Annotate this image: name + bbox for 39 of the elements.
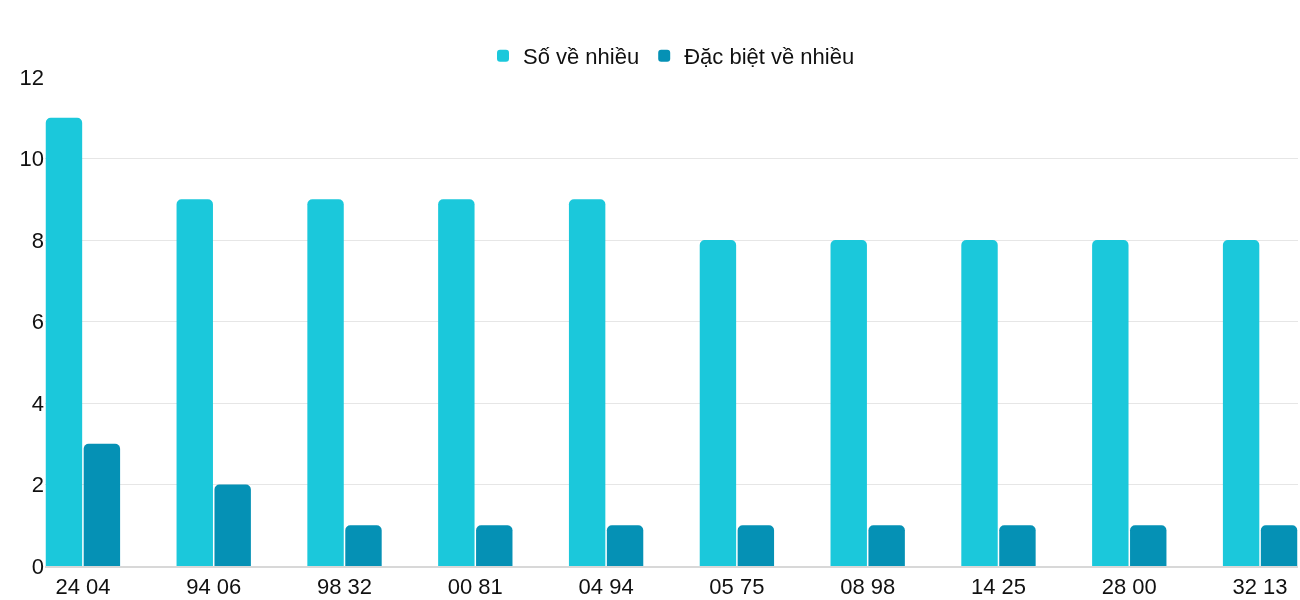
x-tick-label: 04 94	[578, 574, 634, 600]
bar	[307, 199, 344, 566]
bar	[830, 240, 867, 566]
y-tick-label: 6	[31, 309, 44, 335]
bar	[1222, 240, 1260, 566]
bar	[476, 525, 513, 566]
bar	[568, 199, 606, 566]
legend-label: Số về nhiều	[523, 44, 640, 70]
x-tick-label: 24 04	[55, 574, 111, 600]
bar	[176, 199, 213, 566]
bar	[345, 525, 382, 566]
bar	[45, 117, 83, 566]
bar	[868, 525, 905, 566]
y-tick-label: 12	[19, 64, 44, 90]
x-tick-label: 32 13	[1232, 574, 1288, 600]
bar	[999, 525, 1036, 566]
bar	[438, 199, 475, 566]
bar	[961, 240, 998, 566]
bar	[606, 525, 644, 566]
x-tick-label: 05 75	[709, 574, 765, 600]
legend-label: Đặc biệt về nhiều	[684, 44, 855, 70]
bar	[1260, 525, 1298, 566]
y-tick-label: 0	[31, 553, 44, 579]
bar	[1130, 525, 1167, 566]
bar	[1092, 240, 1129, 566]
bar	[214, 484, 251, 566]
y-tick-label: 10	[19, 146, 44, 172]
x-tick-label: 00 81	[447, 574, 503, 600]
y-tick-label: 8	[31, 227, 44, 253]
y-tick-label: 4	[31, 390, 44, 416]
bar	[699, 240, 737, 566]
x-tick-label: 14 25	[970, 574, 1027, 600]
x-tick-label: 94 06	[186, 574, 242, 600]
x-tick-label: 98 32	[316, 574, 373, 600]
bar	[737, 525, 775, 566]
x-tick-label: 08 98	[840, 574, 896, 600]
bar	[83, 443, 121, 566]
x-tick-label: 28 00	[1101, 574, 1157, 600]
y-tick-label: 2	[31, 472, 44, 498]
